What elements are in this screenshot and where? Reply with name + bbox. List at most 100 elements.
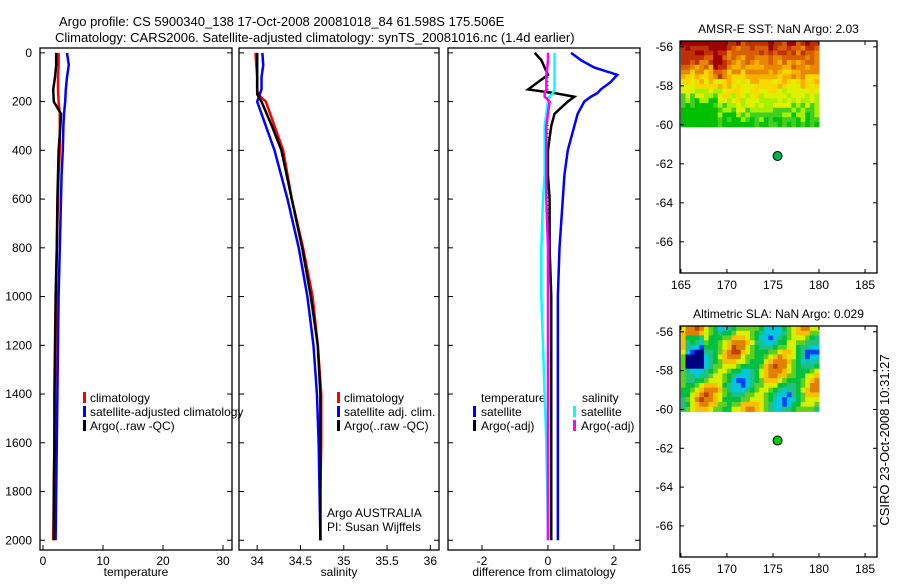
field-cell xyxy=(759,335,765,341)
y-tick-label: 200 xyxy=(12,95,32,109)
field-cell xyxy=(726,55,733,61)
field-cell xyxy=(805,373,811,379)
field-cell xyxy=(786,93,792,99)
field-cell xyxy=(717,45,723,52)
field-cell xyxy=(722,354,728,360)
field-cell xyxy=(800,397,806,403)
field-cell xyxy=(717,373,723,379)
field-cell xyxy=(717,326,723,332)
field-cell xyxy=(800,330,806,336)
legend-label: Argo(-adj) xyxy=(581,419,634,433)
field-cell xyxy=(736,344,742,351)
field-cell xyxy=(690,368,696,374)
field-cell xyxy=(745,45,751,52)
field-cell xyxy=(731,55,737,61)
field-cell xyxy=(722,55,728,61)
field-cell xyxy=(699,401,705,408)
field-cell xyxy=(754,74,760,80)
field-cell xyxy=(749,368,756,374)
field-cell xyxy=(699,392,705,398)
field-cell xyxy=(791,45,797,52)
field-cell xyxy=(726,88,733,94)
field-cell xyxy=(800,344,806,351)
field-cell xyxy=(699,117,705,123)
field-cell xyxy=(722,392,728,398)
field-cell xyxy=(795,330,802,336)
x-tick-label: 36 xyxy=(424,554,438,568)
field-cell xyxy=(749,354,756,360)
field-cell xyxy=(800,387,806,393)
field-cell xyxy=(685,64,691,71)
field-cell xyxy=(814,392,820,398)
field-cell xyxy=(805,112,811,118)
field-cell xyxy=(814,69,820,75)
legend-label: climatology xyxy=(344,391,404,405)
field-cell xyxy=(786,69,792,75)
field-cell xyxy=(805,406,811,412)
field-cell xyxy=(768,64,774,71)
field-cell xyxy=(699,406,705,412)
field-cell xyxy=(809,344,815,351)
field-cell xyxy=(759,107,765,113)
field-cell xyxy=(749,335,756,341)
field-cell xyxy=(708,330,714,336)
field-cell xyxy=(749,60,756,66)
field-cell xyxy=(731,349,737,355)
difference-frame xyxy=(447,47,641,551)
field-cell xyxy=(772,102,779,109)
field-cell xyxy=(777,55,783,61)
field-cell xyxy=(800,88,806,94)
field-cell xyxy=(754,112,760,118)
field-cell xyxy=(713,335,719,341)
field-cell xyxy=(740,122,746,128)
field-cell xyxy=(703,401,710,408)
field-cell xyxy=(791,382,797,389)
field-cell xyxy=(694,79,700,85)
field-cell xyxy=(680,60,687,66)
field-cell xyxy=(713,122,719,128)
field-cell xyxy=(777,387,783,393)
y-tick-label: -62 xyxy=(656,157,674,171)
field-cell xyxy=(703,330,710,336)
field-cell xyxy=(754,93,760,99)
legend-swatch-climatology xyxy=(83,392,86,403)
field-cell xyxy=(713,368,719,374)
field-cell xyxy=(713,45,719,52)
field-cell xyxy=(749,326,756,332)
field-cell xyxy=(786,45,792,52)
field-cell xyxy=(772,392,779,398)
field-cell xyxy=(713,79,719,85)
field-cell xyxy=(740,344,746,351)
field-cell xyxy=(717,397,723,403)
field-cell xyxy=(805,340,811,346)
field-cell xyxy=(703,117,710,123)
field-cell xyxy=(690,64,696,71)
field-cell xyxy=(749,387,756,393)
field-cell xyxy=(786,392,792,398)
field-cell xyxy=(800,335,806,341)
field-cell xyxy=(731,382,737,389)
field-cell xyxy=(814,326,820,332)
field-cell xyxy=(699,122,705,128)
field-cell xyxy=(768,88,774,94)
field-cell xyxy=(759,93,765,99)
field-cell xyxy=(791,117,797,123)
field-cell xyxy=(791,406,797,412)
field-cell xyxy=(759,387,765,393)
field-cell xyxy=(680,363,687,370)
field-cell xyxy=(708,368,714,374)
title-line-1: Argo profile: CS 5900340_138 17-Oct-2008… xyxy=(59,14,505,29)
field-cell xyxy=(708,359,714,365)
field-cell xyxy=(740,349,746,355)
field-cell xyxy=(740,392,746,398)
field-cell xyxy=(699,112,705,118)
field-cell xyxy=(694,397,700,403)
field-cell xyxy=(713,83,719,90)
field-cell xyxy=(740,406,746,412)
field-cell xyxy=(680,335,687,341)
field-cell xyxy=(782,107,788,113)
field-cell xyxy=(708,69,714,75)
field-cell xyxy=(745,344,751,351)
field-cell xyxy=(772,373,779,379)
field-cell xyxy=(690,98,696,104)
